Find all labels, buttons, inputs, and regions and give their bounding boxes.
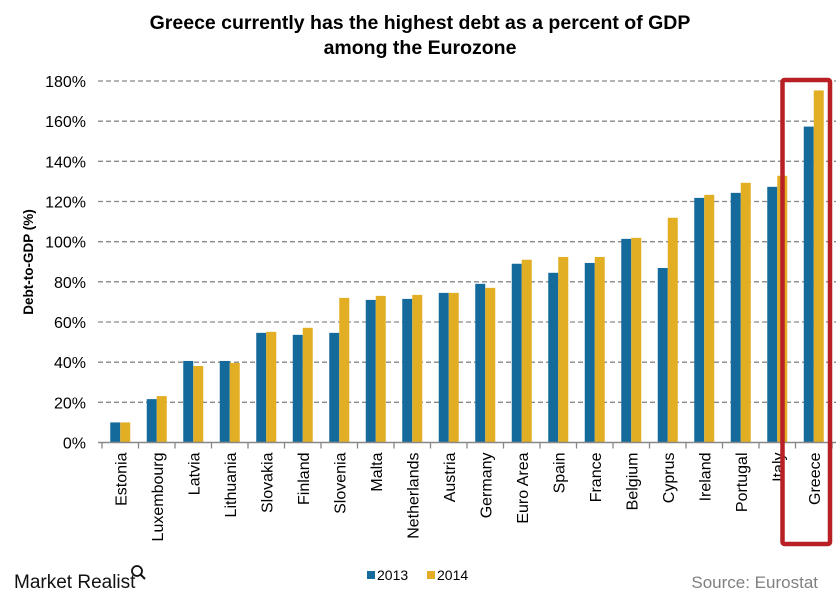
x-tick-label: Netherlands [405,453,422,539]
bar-greece-2014 [813,90,824,443]
x-tick-label: Malta [369,452,386,491]
bar-slovenia-2014 [339,297,350,443]
bar-luxembourg-2014 [156,396,167,443]
bar-austria-2014 [448,292,459,443]
bar-malta-2013 [365,299,376,443]
x-tick-label: Luxembourg [150,453,167,542]
y-tick-label: 160% [45,114,86,131]
x-tick-label: Portugal [734,453,751,513]
bar-estonia-2013 [110,422,121,443]
chart-title-line-2: among the Eurozone [324,37,517,59]
magnifier-icon [131,565,146,580]
bar-latvia-2013 [183,360,194,443]
bar-cyprus-2013 [657,267,668,443]
x-tick-label: Slovenia [332,452,349,513]
y-tick-label: 180% [45,74,86,91]
source-note: Source: Eurostat [691,573,818,592]
bar-portugal-2013 [730,192,741,443]
bar-ireland-2013 [694,197,705,443]
bar-cyprus-2014 [667,217,678,443]
highlight-box [780,77,833,547]
x-tick-label: Austria [442,452,459,502]
y-axis-label: Debt-to-GDP (%) [21,209,36,315]
y-tick-label: 60% [54,315,86,332]
bar-spain-2013 [548,272,559,443]
bar-netherlands-2013 [402,298,413,443]
bar-germany-2013 [475,283,486,443]
bar-estonia-2014 [120,422,131,443]
bar-france-2013 [584,262,595,443]
bar-netherlands-2014 [412,294,423,443]
bar-italy-2013 [767,186,778,443]
bar-greece-2013 [803,126,814,443]
x-tick-label: Lithuania [223,452,240,517]
bar-luxembourg-2013 [146,399,157,443]
x-tick-label: Euro Area [515,452,532,523]
bar-austria-2013 [438,292,449,443]
brand-logo: Market Realist [14,572,136,593]
bar-france-2014 [594,256,605,443]
y-tick-label: 80% [54,275,86,292]
y-tick-label: 120% [45,195,86,212]
x-tick-label: Estonia [113,452,130,505]
legend-swatch-2014 [427,571,435,579]
legend: 2013 2014 [367,567,468,583]
bar-slovakia-2014 [266,331,277,443]
y-tick-label: 40% [54,355,86,372]
bar-lithuania-2014 [229,362,240,443]
x-tick-label: Belgium [624,453,641,511]
legend-label-2013: 2013 [377,567,408,583]
legend-swatch-2013 [367,571,375,579]
bar-latvia-2014 [193,365,204,443]
bar-euro-area-2014 [521,259,532,443]
bar-malta-2014 [375,295,386,443]
bar-euro-area-2013 [511,263,522,443]
y-tick-label: 20% [54,395,86,412]
bar-slovenia-2013 [329,332,340,443]
bar-finland-2013 [292,334,303,443]
x-tick-label: Finland [296,453,313,505]
bar-portugal-2014 [740,182,751,443]
y-tick-label: 0% [63,436,86,453]
bar-belgium-2014 [631,237,642,443]
bar-germany-2014 [485,287,496,443]
bar-spain-2014 [558,256,569,443]
x-tick-label: Spain [551,453,568,494]
bar-lithuania-2013 [219,360,230,443]
x-tick-label: Germany [478,453,495,519]
chart-title-line-1: Greece currently has the highest debt as… [150,12,691,34]
bar-finland-2014 [302,327,313,443]
x-tick-label: Latvia [186,452,203,495]
bar-belgium-2013 [621,238,632,443]
y-tick-label: 140% [45,154,86,171]
bar-ireland-2014 [704,194,715,443]
x-tick-label: Cyprus [661,453,678,504]
x-tick-label: Greece [807,452,824,505]
y-tick-label: 100% [45,235,86,252]
x-tick-label: Ireland [697,453,714,502]
bar-slovakia-2013 [256,332,267,443]
x-tick-label: France [588,452,605,502]
x-tick-label: Slovakia [259,452,276,513]
legend-label-2014: 2014 [437,567,468,583]
